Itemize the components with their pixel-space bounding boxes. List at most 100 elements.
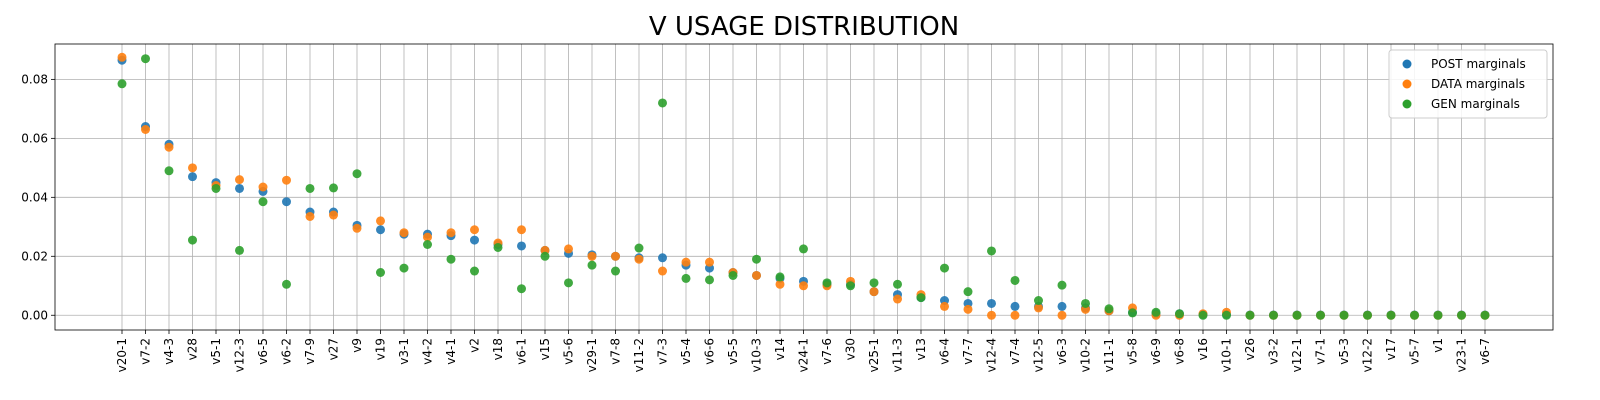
x-tick-label: v7-6 — [820, 338, 834, 365]
x-tick-label: v12-1 — [1290, 338, 1304, 372]
x-tick-label: v12-2 — [1361, 338, 1375, 372]
data-point — [399, 263, 409, 273]
data-point — [705, 257, 714, 267]
legend-label: DATA marginals — [1431, 77, 1525, 91]
x-tick-label: v30 — [844, 338, 858, 360]
data-point — [376, 216, 385, 226]
data-point — [470, 225, 479, 235]
data-point — [1151, 307, 1161, 317]
data-point — [329, 183, 338, 193]
data-point — [258, 182, 268, 192]
data-point — [658, 253, 667, 263]
x-tick-label: v23-1 — [1455, 338, 1469, 372]
x-tick-label: v6-1 — [515, 338, 529, 365]
x-tick-label: v17 — [1384, 338, 1398, 360]
y-axis: 0.00 0.02 0.04 0.06 0.08 — [21, 72, 55, 322]
data-point — [564, 278, 573, 288]
x-tick-label: v11-1 — [1102, 338, 1116, 372]
data-point — [1457, 310, 1466, 320]
x-tick-label: v4-1 — [444, 338, 458, 365]
legend-label: POST marginals — [1431, 57, 1526, 71]
data-point — [282, 175, 291, 185]
y-tick-label: 0.00 — [21, 308, 48, 322]
x-tick-label: v3-1 — [397, 338, 411, 365]
x-tick-label: v5-6 — [562, 338, 576, 365]
data-point — [940, 301, 949, 311]
x-tick-label: v5-4 — [679, 338, 693, 365]
x-tick-label: v27 — [327, 338, 341, 360]
data-point — [517, 284, 526, 294]
x-tick-label: v18 — [491, 338, 505, 360]
data-points — [117, 52, 1490, 320]
data-point — [1269, 310, 1278, 320]
x-tick-label: v3-2 — [1267, 338, 1281, 365]
data-point — [1128, 308, 1137, 318]
data-point — [376, 268, 385, 278]
data-point — [634, 243, 644, 253]
data-point — [517, 225, 526, 235]
data-point — [352, 223, 362, 233]
data-point — [658, 266, 667, 276]
data-point — [1363, 310, 1372, 320]
data-point — [305, 183, 315, 193]
data-point — [752, 270, 761, 280]
data-point — [1339, 310, 1349, 320]
data-point — [282, 197, 291, 207]
x-tick-label: v11-2 — [632, 338, 646, 372]
data-point — [775, 279, 785, 289]
data-point — [799, 244, 808, 254]
data-point — [869, 278, 879, 288]
data-point — [846, 281, 855, 291]
data-point — [1433, 310, 1443, 320]
data-point — [681, 257, 691, 267]
data-point — [470, 235, 479, 245]
x-tick-label: v25-1 — [867, 338, 881, 372]
x-tick-label: v5-7 — [1408, 338, 1422, 365]
chart-title: V USAGE DISTRIBUTION — [649, 12, 959, 42]
x-tick-label: v20-1 — [115, 338, 129, 372]
x-tick-label: v5-5 — [726, 338, 740, 365]
data-point — [587, 251, 597, 261]
y-tick-label: 0.02 — [21, 249, 48, 263]
x-tick-label: v6-7 — [1478, 338, 1492, 365]
x-tick-label: v9 — [350, 338, 364, 353]
data-point — [517, 241, 526, 251]
data-point — [305, 211, 315, 221]
x-tick-label: v1 — [1431, 338, 1445, 353]
data-point — [141, 125, 150, 135]
data-point — [869, 287, 879, 297]
data-point — [940, 263, 949, 273]
x-tick-label: v29-1 — [585, 338, 599, 372]
x-tick-label: v7-9 — [303, 338, 317, 365]
data-point — [1480, 310, 1490, 320]
legend: POST marginals DATA marginals GEN marginal… — [1388, 49, 1548, 119]
data-point — [423, 239, 432, 249]
x-tick-label: v15 — [538, 338, 552, 360]
y-tick-label: 0.08 — [21, 72, 48, 86]
x-tick-label: v7-1 — [1314, 338, 1328, 365]
data-point — [587, 260, 597, 270]
data-point — [681, 273, 691, 283]
data-point — [117, 79, 127, 89]
data-point — [987, 310, 996, 320]
y-tick-label: 0.06 — [21, 131, 48, 145]
x-tick-label: v7-8 — [609, 338, 623, 365]
data-point — [752, 254, 761, 264]
data-point — [1081, 298, 1090, 308]
x-tick-label: v13 — [914, 338, 928, 360]
data-point — [1057, 301, 1067, 311]
x-tick-label: v5-1 — [209, 338, 223, 365]
data-point — [188, 163, 197, 173]
legend-marker — [1402, 79, 1412, 89]
x-tick-label: v4-2 — [421, 338, 435, 365]
data-point — [446, 228, 456, 238]
data-point — [258, 197, 268, 207]
data-point — [893, 279, 902, 289]
data-point — [188, 235, 197, 245]
data-point — [1222, 310, 1231, 320]
data-point — [1104, 304, 1114, 314]
data-point — [164, 142, 174, 152]
data-point — [987, 246, 996, 256]
x-tick-label: v19 — [374, 338, 388, 360]
